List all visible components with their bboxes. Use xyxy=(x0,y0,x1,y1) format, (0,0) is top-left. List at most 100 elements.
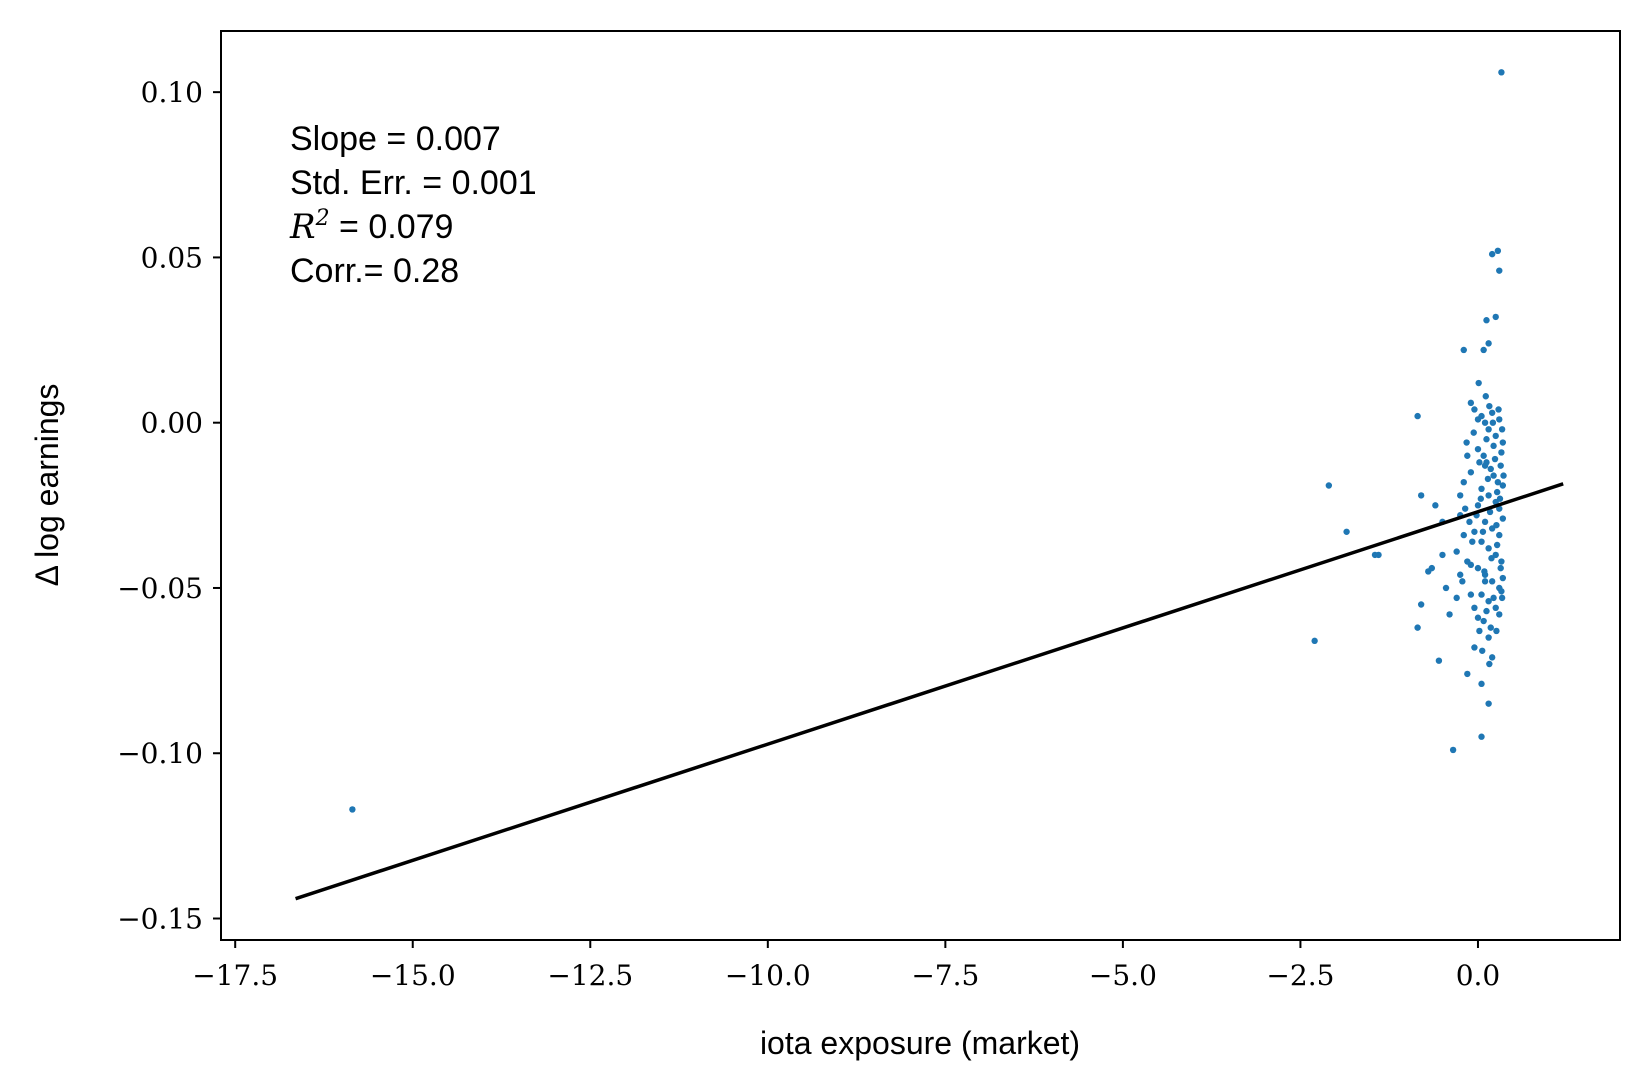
data-point xyxy=(1496,495,1504,502)
data-point xyxy=(1428,564,1436,572)
data-point xyxy=(1500,472,1507,479)
data-point xyxy=(1498,449,1505,456)
data-point xyxy=(1467,469,1475,476)
data-point xyxy=(1460,346,1467,354)
data-point xyxy=(1375,551,1382,559)
y-tick-label: 0.05 xyxy=(141,241,203,274)
data-point xyxy=(349,806,356,813)
y-tick-label: 0.10 xyxy=(141,76,203,109)
data-point xyxy=(1435,657,1443,664)
data-point xyxy=(1474,564,1482,572)
data-point xyxy=(1343,528,1350,535)
data-point xyxy=(1499,439,1507,446)
data-point xyxy=(1479,647,1486,654)
data-point xyxy=(1485,492,1492,499)
data-point xyxy=(1480,346,1487,354)
regression-line-layer xyxy=(295,482,1564,901)
data-point xyxy=(1459,578,1466,585)
data-point xyxy=(1460,531,1467,539)
data-point xyxy=(1483,459,1490,466)
data-point xyxy=(1481,568,1488,575)
data-point xyxy=(1439,551,1446,559)
data-point xyxy=(1492,604,1499,612)
x-tick-label: −5.0 xyxy=(1089,959,1157,992)
data-point xyxy=(1493,627,1500,635)
data-point xyxy=(1498,594,1506,602)
data-point xyxy=(1417,601,1425,608)
x-tick-label: −15.0 xyxy=(370,959,456,992)
data-point xyxy=(1496,531,1503,539)
data-point xyxy=(1485,597,1492,605)
data-point xyxy=(1486,660,1493,668)
data-point xyxy=(1463,439,1470,446)
data-point xyxy=(1446,611,1453,618)
data-point xyxy=(1499,515,1507,522)
data-point xyxy=(1325,482,1333,489)
data-point xyxy=(1417,492,1425,499)
data-point xyxy=(1490,472,1497,479)
annotation-r-squared: R2 = 0.079 xyxy=(289,206,453,247)
data-point xyxy=(1492,432,1499,440)
data-point xyxy=(1461,505,1469,512)
data-point xyxy=(1496,611,1503,618)
data-point xyxy=(1483,607,1490,615)
data-point xyxy=(1490,442,1497,450)
data-point xyxy=(1477,495,1485,502)
data-point xyxy=(1480,617,1487,625)
data-point xyxy=(1476,627,1483,635)
data-point xyxy=(1497,462,1504,469)
plot-frame xyxy=(220,30,1621,941)
data-point xyxy=(1478,412,1485,420)
data-point xyxy=(1449,746,1457,754)
data-point xyxy=(1491,455,1499,463)
data-point xyxy=(1453,548,1460,555)
x-tick-label: −17.5 xyxy=(192,959,278,992)
data-point xyxy=(1494,247,1502,255)
data-point xyxy=(1498,426,1506,433)
data-point xyxy=(1464,558,1471,565)
data-point xyxy=(1490,594,1497,602)
y-tick-label: −0.10 xyxy=(117,737,203,770)
data-point xyxy=(1471,528,1478,535)
data-point xyxy=(1478,680,1485,688)
data-point xyxy=(1493,521,1500,529)
data-point xyxy=(1475,379,1482,387)
y-tick-label: −0.15 xyxy=(117,903,203,936)
data-point xyxy=(1464,670,1471,678)
y-axis-label: Δ log earnings xyxy=(29,384,65,587)
data-point xyxy=(1485,700,1492,707)
data-point xyxy=(1442,584,1450,592)
scatter-points xyxy=(349,69,1507,813)
data-point xyxy=(1488,555,1495,562)
data-point xyxy=(1466,518,1473,526)
data-point xyxy=(1485,634,1492,641)
data-point xyxy=(1498,558,1505,565)
data-point xyxy=(1471,406,1478,413)
data-point xyxy=(1470,429,1477,436)
data-point xyxy=(1484,475,1492,483)
y-tick-label: −0.05 xyxy=(117,572,203,605)
data-point xyxy=(1478,733,1485,740)
data-point xyxy=(1460,478,1467,486)
data-point xyxy=(1464,452,1471,459)
data-point xyxy=(1432,502,1439,509)
annotation-corr: Corr.= 0.28 xyxy=(290,252,459,290)
data-point xyxy=(1469,538,1476,545)
data-point xyxy=(1457,492,1464,499)
data-point xyxy=(1479,528,1487,535)
data-point xyxy=(1496,267,1503,274)
x-axis-label: iota exposure (market) xyxy=(760,1025,1080,1061)
annotation-slope: Slope = 0.007 xyxy=(290,120,501,158)
y-tick-label: 0.00 xyxy=(141,407,203,440)
data-point xyxy=(1494,478,1502,486)
data-point xyxy=(1488,578,1496,585)
data-point xyxy=(1471,604,1478,612)
x-axis-ticks: −17.5 −15.0 −12.5 −10.0 −7.5 −5.0 −2.5 0.0 xyxy=(192,940,1500,992)
data-point xyxy=(1474,445,1482,453)
data-point xyxy=(1499,574,1507,582)
data-point xyxy=(1414,412,1421,420)
data-point xyxy=(1493,488,1501,496)
data-point xyxy=(1483,317,1490,324)
data-point xyxy=(1453,594,1460,602)
